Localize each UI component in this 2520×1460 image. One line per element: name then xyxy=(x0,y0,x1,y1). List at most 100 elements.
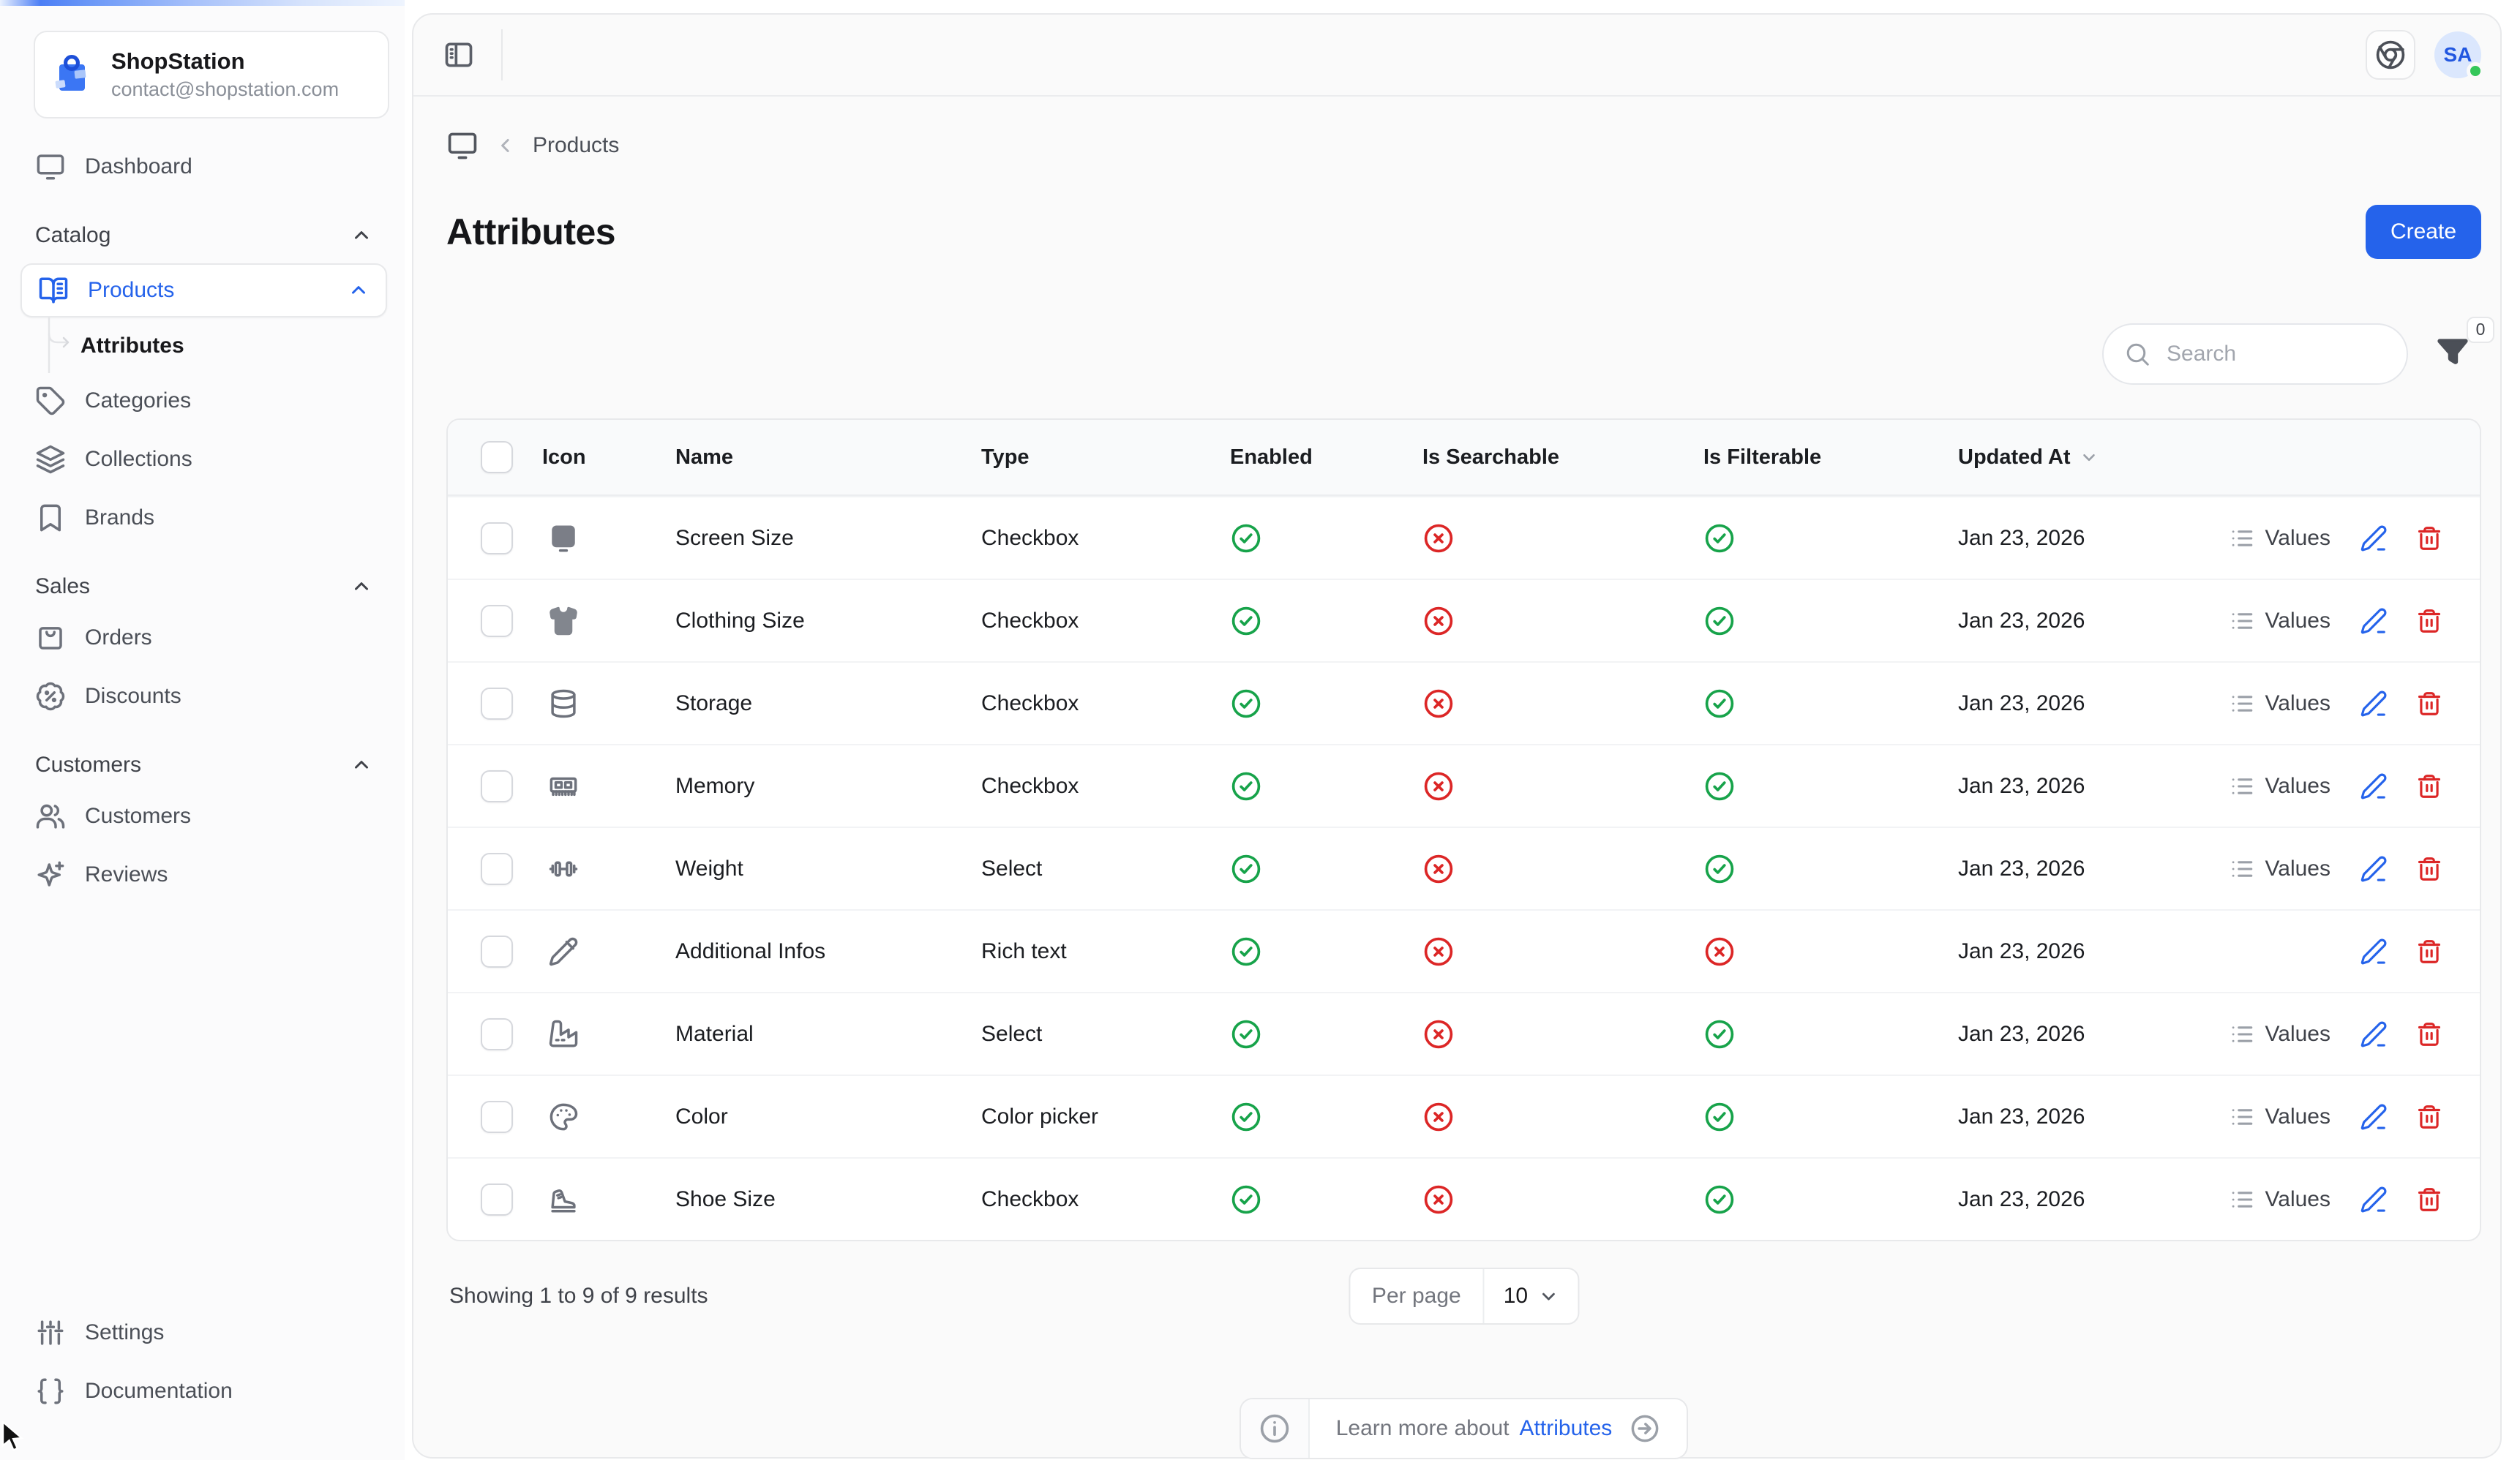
edit-button[interactable] xyxy=(2360,1186,2388,1213)
row-checkbox[interactable] xyxy=(481,604,513,637)
user-avatar[interactable]: SA xyxy=(2434,31,2484,80)
mouse-cursor xyxy=(1,1421,24,1451)
list-icon xyxy=(2230,1022,2254,1047)
values-button[interactable]: Values xyxy=(2230,857,2330,881)
delete-button[interactable] xyxy=(2415,524,2443,552)
edit-button[interactable] xyxy=(2360,524,2388,552)
panel-left-icon xyxy=(443,39,475,71)
sidebar-item-label: Categories xyxy=(85,388,192,413)
sidebar-item-products[interactable]: Products xyxy=(20,263,387,317)
delete-button[interactable] xyxy=(2415,1020,2443,1048)
row-checkbox[interactable] xyxy=(481,522,513,554)
sidebar-toggle-button[interactable] xyxy=(438,34,479,75)
delete-button[interactable] xyxy=(2415,607,2443,635)
sidebar-section-catalog[interactable]: Catalog xyxy=(35,214,372,257)
column-header-is-searchable: Is Searchable xyxy=(1422,445,1559,469)
sidebar-item-settings[interactable]: Settings xyxy=(35,1303,372,1362)
row-checkbox[interactable] xyxy=(481,852,513,885)
sidebar-section-customers[interactable]: Customers xyxy=(35,743,372,787)
bookmark-icon xyxy=(35,503,66,533)
sidebar-item-label: Discounts xyxy=(85,684,181,708)
chevron-up-icon xyxy=(350,754,372,776)
sidebar-item-categories[interactable]: Categories xyxy=(35,372,372,430)
title-row: Attributes Create xyxy=(446,205,2481,259)
column-header-type: Type xyxy=(981,445,1030,469)
row-checkbox[interactable] xyxy=(481,769,513,802)
workspace-name: ShopStation xyxy=(111,48,245,75)
check-circle-icon xyxy=(1703,522,1736,554)
help-row: Learn more about Attributes xyxy=(446,1398,2481,1459)
arrow-right-circle-icon[interactable] xyxy=(1630,1413,1660,1444)
delete-button[interactable] xyxy=(2415,938,2443,966)
funnel-icon xyxy=(2436,336,2470,369)
check-circle-icon xyxy=(1703,1018,1736,1050)
table-row: Shoe Size Checkbox Jan 23, 2026 Values xyxy=(448,1157,2480,1240)
attributes-docs-link[interactable]: Attributes xyxy=(1519,1416,1613,1440)
select-all-checkbox[interactable] xyxy=(481,441,513,473)
attribute-type: Checkbox xyxy=(981,773,1079,798)
updated-at: Jan 23, 2026 xyxy=(1958,1021,2085,1046)
attributes-table: Icon Name Type Enabled Is Searchable Is … xyxy=(446,418,2481,1241)
topbar-divider xyxy=(501,29,503,80)
row-checkbox[interactable] xyxy=(481,1017,513,1050)
breadcrumb: Products xyxy=(446,129,2481,162)
values-button[interactable]: Values xyxy=(2230,1105,2330,1129)
delete-button[interactable] xyxy=(2415,855,2443,883)
edit-button[interactable] xyxy=(2360,690,2388,718)
edit-button[interactable] xyxy=(2360,607,2388,635)
filter-button[interactable]: 0 xyxy=(2436,316,2494,373)
values-button[interactable]: Values xyxy=(2230,1187,2330,1212)
delete-button[interactable] xyxy=(2415,1186,2443,1213)
column-header-enabled: Enabled xyxy=(1230,445,1313,469)
monitor-icon[interactable] xyxy=(446,129,479,162)
sidebar-item-dashboard[interactable]: Dashboard xyxy=(35,138,372,196)
sidebar-item-customers[interactable]: Customers xyxy=(35,787,372,846)
sidebar-item-orders[interactable]: Orders xyxy=(35,609,372,667)
column-header-updated-at[interactable]: Updated At xyxy=(1958,445,2226,470)
sidebar-item-attributes[interactable]: Attributes xyxy=(80,320,184,372)
values-button[interactable]: Values xyxy=(2230,609,2330,633)
search-input[interactable] xyxy=(2102,323,2408,385)
create-button[interactable]: Create xyxy=(2365,205,2481,259)
storefront-button[interactable] xyxy=(2366,30,2415,80)
row-checkbox[interactable] xyxy=(481,687,513,720)
row-checkbox[interactable] xyxy=(481,1100,513,1133)
attribute-name: Shoe Size xyxy=(675,1186,776,1211)
check-circle-icon xyxy=(1703,605,1736,637)
edit-button[interactable] xyxy=(2360,938,2388,966)
chevron-up-icon xyxy=(348,279,370,301)
edit-button[interactable] xyxy=(2360,772,2388,800)
chevron-down-icon xyxy=(2080,448,2099,467)
attribute-type: Checkbox xyxy=(981,525,1079,550)
values-button[interactable]: Values xyxy=(2230,1022,2330,1047)
edit-button[interactable] xyxy=(2360,1103,2388,1131)
sidebar-item-discounts[interactable]: Discounts xyxy=(35,667,372,726)
values-button[interactable]: Values xyxy=(2230,526,2330,551)
values-button[interactable]: Values xyxy=(2230,691,2330,716)
sidebar-item-reviews[interactable]: Reviews xyxy=(35,846,372,904)
x-circle-icon xyxy=(1422,688,1455,720)
check-circle-icon xyxy=(1230,770,1262,802)
sidebar-item-brands[interactable]: Brands xyxy=(35,489,372,547)
workspace-info: ShopStation contact@shopstation.com xyxy=(111,47,339,102)
delete-button[interactable] xyxy=(2415,690,2443,718)
results-summary: Showing 1 to 9 of 9 results xyxy=(449,1284,708,1308)
sidebar-item-collections[interactable]: Collections xyxy=(35,430,372,489)
row-checkbox[interactable] xyxy=(481,935,513,968)
sidebar-section-sales[interactable]: Sales xyxy=(35,565,372,609)
delete-button[interactable] xyxy=(2415,772,2443,800)
workspace-switcher[interactable]: ShopStation contact@shopstation.com xyxy=(34,31,389,118)
check-circle-icon xyxy=(1703,770,1736,802)
chevron-left-icon[interactable] xyxy=(495,135,517,157)
per-page-select[interactable]: 10 xyxy=(1485,1269,1578,1323)
breadcrumb-item-products[interactable]: Products xyxy=(533,133,620,157)
values-button[interactable]: Values xyxy=(2230,774,2330,799)
sidebar-item-label: Brands xyxy=(85,505,155,530)
section-label: Sales xyxy=(35,574,91,598)
edit-button[interactable] xyxy=(2360,855,2388,883)
attribute-type: Rich text xyxy=(981,938,1067,963)
sidebar-item-documentation[interactable]: Documentation xyxy=(35,1362,372,1421)
row-checkbox[interactable] xyxy=(481,1183,513,1216)
delete-button[interactable] xyxy=(2415,1103,2443,1131)
edit-button[interactable] xyxy=(2360,1020,2388,1048)
